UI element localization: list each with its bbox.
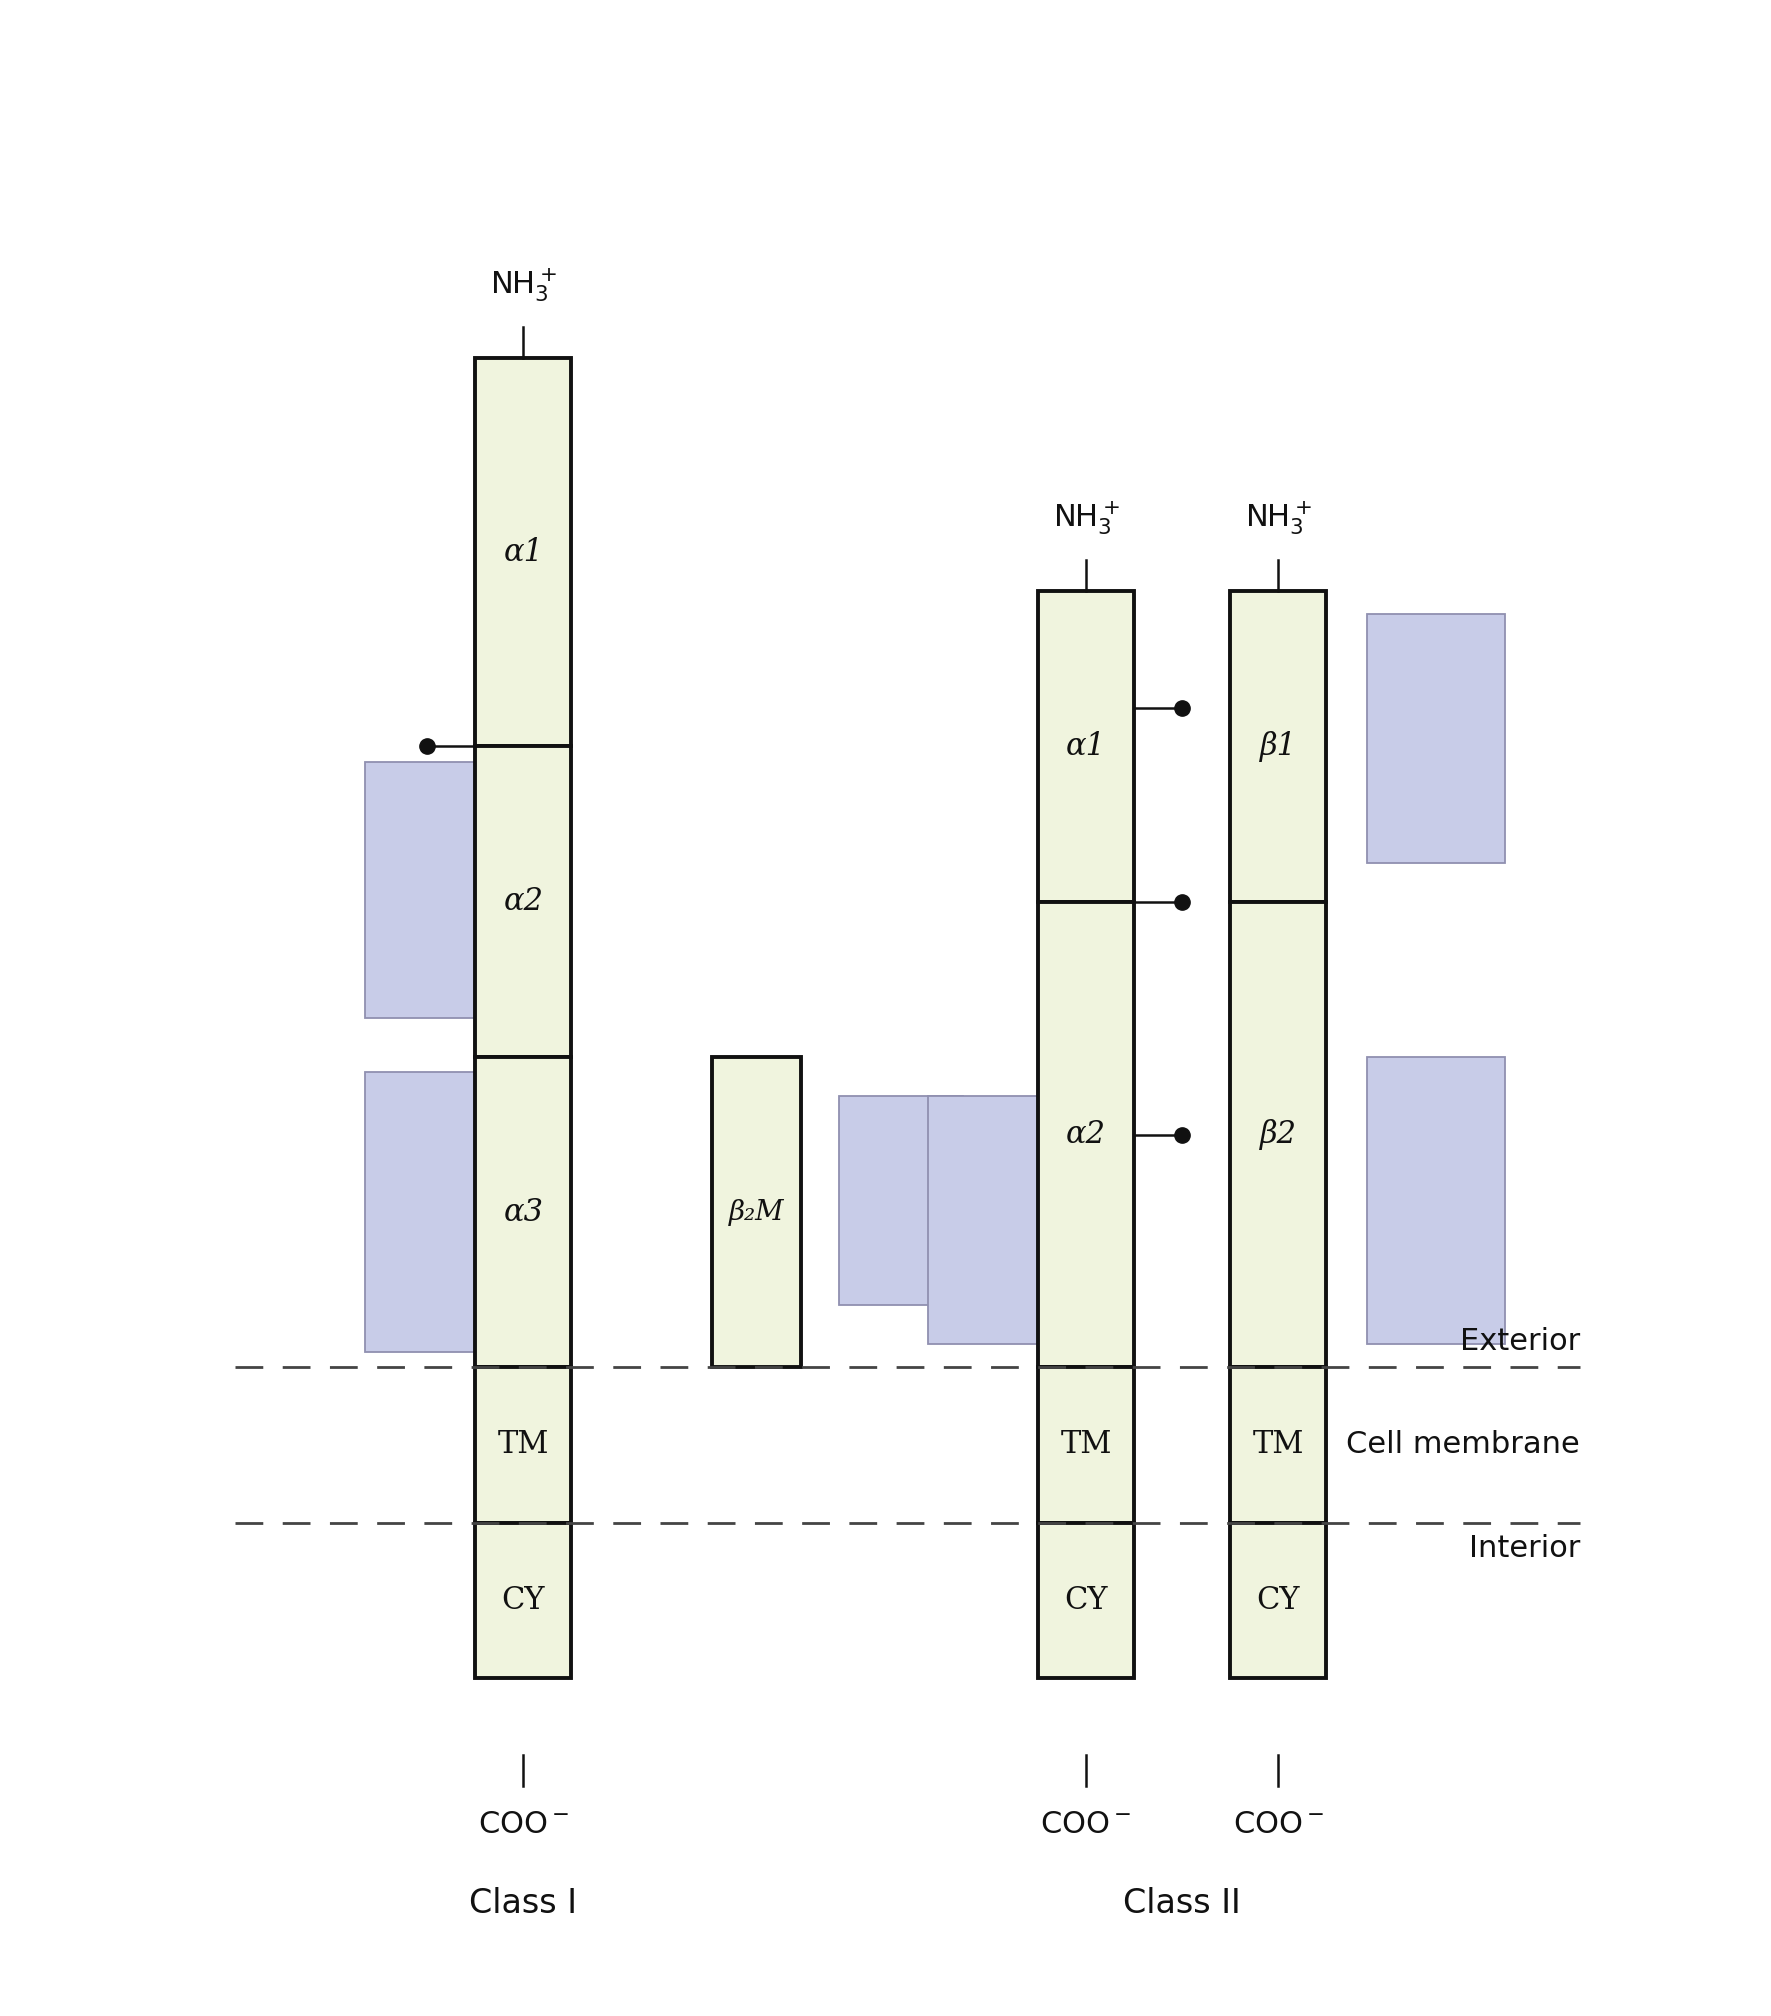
Bar (365, 1073, 530, 1353)
Text: α2: α2 (1066, 1119, 1107, 1149)
Bar (1231, 1367, 1326, 1522)
Text: α1: α1 (1066, 732, 1107, 762)
Text: COO$^-$: COO$^-$ (1233, 1810, 1325, 1839)
Text: TM: TM (1252, 1429, 1303, 1460)
Bar (1231, 591, 1326, 901)
Text: COO$^-$: COO$^-$ (478, 1810, 568, 1839)
Text: Cell membrane: Cell membrane (1346, 1431, 1580, 1460)
Bar (475, 746, 572, 1056)
Bar (475, 1522, 572, 1677)
Bar (928, 1097, 1093, 1345)
Bar (839, 1097, 963, 1304)
Text: β₂M: β₂M (730, 1200, 785, 1226)
Text: β2: β2 (1259, 1119, 1296, 1149)
Bar (1231, 901, 1326, 1367)
Bar (475, 1367, 572, 1522)
Text: β1: β1 (1259, 732, 1296, 762)
Text: NH$_3^+$: NH$_3^+$ (1245, 500, 1312, 536)
Bar (1038, 1367, 1133, 1522)
Text: Exterior: Exterior (1459, 1327, 1580, 1355)
Text: Class I: Class I (469, 1887, 577, 1921)
Text: TM: TM (1061, 1429, 1112, 1460)
Bar (712, 1056, 800, 1367)
Bar (475, 359, 572, 746)
Bar (1038, 591, 1133, 901)
Bar (1231, 1522, 1326, 1677)
Bar (475, 1056, 572, 1367)
Text: CY: CY (1064, 1585, 1109, 1615)
Text: Interior: Interior (1468, 1534, 1580, 1562)
Bar (1038, 1522, 1133, 1677)
Bar (1038, 901, 1133, 1367)
Bar (1367, 1056, 1505, 1345)
Text: NH$_3^+$: NH$_3^+$ (491, 266, 556, 304)
Text: CY: CY (501, 1585, 545, 1615)
Text: TM: TM (498, 1429, 549, 1460)
Text: NH$_3^+$: NH$_3^+$ (1052, 500, 1119, 536)
Text: Class II: Class II (1123, 1887, 1241, 1921)
Text: α2: α2 (503, 887, 544, 917)
Bar (1367, 615, 1505, 863)
Text: α3: α3 (503, 1198, 544, 1228)
Bar (365, 762, 530, 1018)
Text: COO$^-$: COO$^-$ (1040, 1810, 1132, 1839)
Text: α1: α1 (503, 536, 544, 569)
Text: CY: CY (1256, 1585, 1300, 1615)
